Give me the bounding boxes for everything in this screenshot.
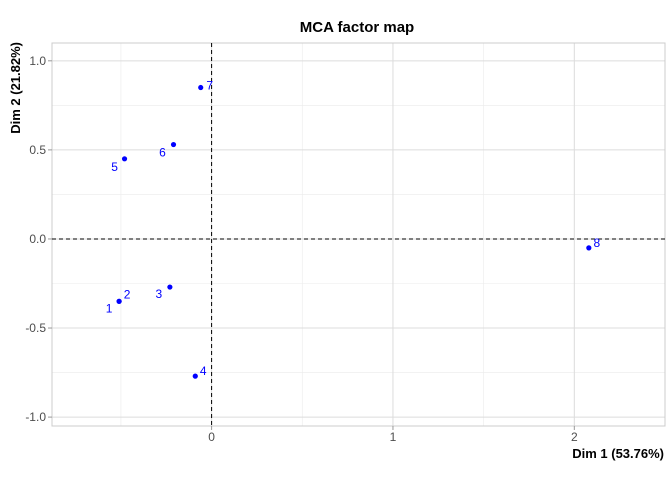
data-point-label-8: 8 [593,236,600,250]
y-tick-label: 0.0 [29,232,46,246]
data-point-label-2: 2 [124,287,131,301]
data-point-8 [586,245,592,251]
x-axis-label: Dim 1 (53.76%) [572,446,664,461]
y-tick-label: 1.0 [29,54,46,68]
data-point-label-3: 3 [156,287,163,301]
x-tick-label: 2 [571,430,578,444]
data-point-label-7: 7 [206,79,213,93]
points-layer: 12 3 4 5 6 7 8 [106,79,600,379]
data-point-4 [192,373,198,379]
plot-border [51,42,666,427]
x-tick-label: 1 [390,430,397,444]
data-point-label-4: 4 [200,364,207,378]
chart-title: MCA factor map [300,19,414,36]
x-tick-label: 0 [208,430,215,444]
data-point-6 [170,141,177,148]
reference-lines [52,43,665,426]
data-point-label-6: 6 [159,146,166,160]
data-point-3 [167,284,173,290]
y-tick-label: -0.5 [25,321,46,335]
data-point-label-1: 1 [106,301,113,315]
data-point-label-5: 5 [111,160,118,174]
data-point-2 [116,298,122,304]
data-point-7 [198,84,204,91]
data-point-5 [121,156,128,162]
y-axis-label: Dim 2 (21.82%) [8,42,23,134]
y-tick-label: -1.0 [25,410,46,424]
y-tick-label: 0.5 [29,143,46,157]
grid-layer [52,43,665,426]
tick-labels: 0 1 2-1.0-0.50.00.51.0 [25,54,578,444]
